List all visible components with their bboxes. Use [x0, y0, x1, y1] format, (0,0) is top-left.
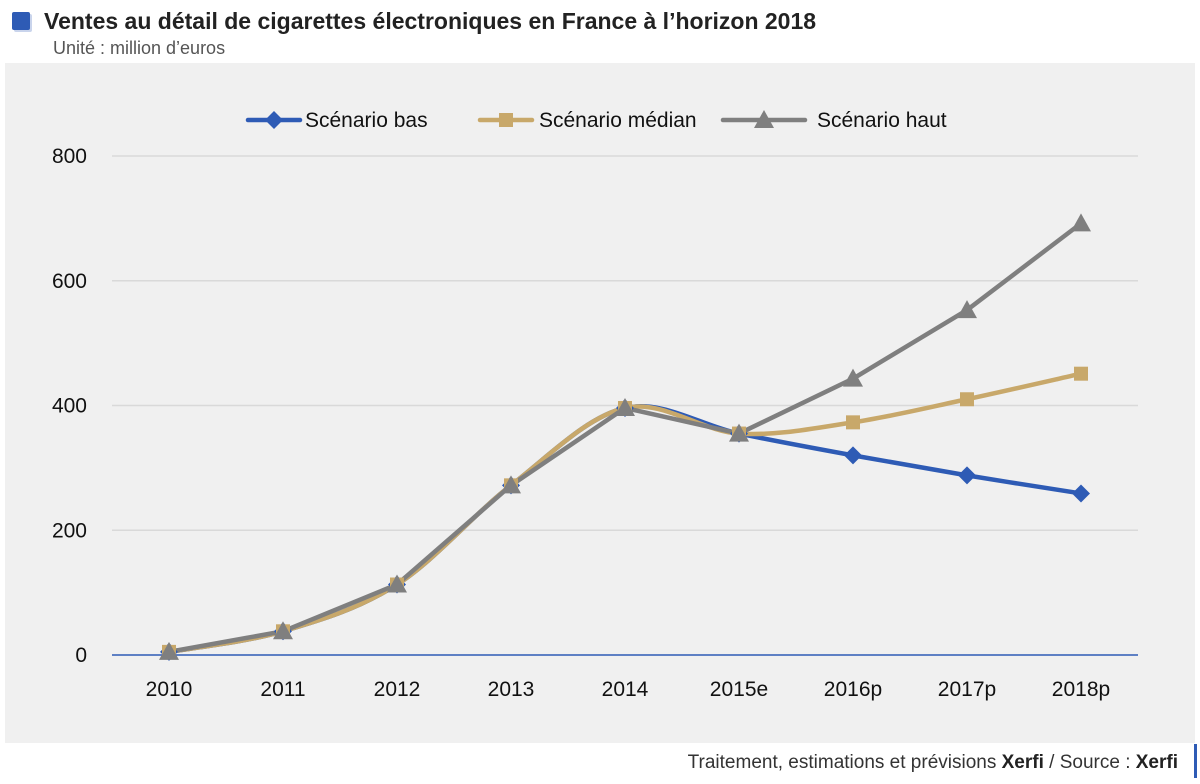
data-point-bas-2017p: [958, 466, 976, 485]
y-tick-label-800: 800: [52, 145, 87, 168]
data-point-haut-2016p: [843, 368, 863, 387]
x-tick-label-2013: 2013: [488, 678, 535, 701]
source-accent-bar: [1194, 744, 1197, 778]
legend-label-median: Scénario médian: [539, 109, 697, 132]
source-brand-1: Xerfi: [1001, 752, 1044, 773]
legend-marker-bas: [265, 111, 283, 129]
legend-label-haut: Scénario haut: [817, 109, 947, 132]
data-point-haut-2011: [273, 621, 293, 640]
x-tick-label-2015e: 2015e: [710, 678, 768, 701]
data-point-haut-2012: [387, 574, 407, 593]
series-line-bas: [166, 404, 1084, 655]
x-tick-label-2016p: 2016p: [824, 678, 882, 701]
source-note: Traitement, estimations et prévisions Xe…: [688, 752, 1178, 774]
x-tick-label-2011: 2011: [260, 678, 305, 701]
chart-subtitle: Unité : million d’euros: [53, 38, 226, 58]
x-tick-label-2018p: 2018p: [1052, 678, 1110, 701]
x-tick-label-2010: 2010: [146, 678, 193, 701]
series-line-haut: [166, 221, 1084, 655]
data-point-haut-2015e: [729, 423, 749, 442]
chart-title: Ventes au détail de cigarettes électroni…: [44, 7, 817, 34]
data-point-haut-2018p: [1071, 213, 1091, 232]
y-tick-label-200: 200: [52, 519, 87, 542]
data-point-haut-2013: [501, 475, 521, 494]
source-brand-2: Xerfi: [1135, 752, 1178, 773]
title-bullet-icon: [12, 12, 30, 30]
data-point-bas-2016p: [844, 446, 862, 465]
title-row: Ventes au détail de cigarettes électroni…: [12, 6, 816, 36]
data-point-bas-2018p: [1072, 484, 1090, 503]
y-tick-label-600: 600: [52, 270, 87, 293]
data-point-haut-2014: [615, 397, 635, 416]
chart-panel: 0 200 400 600 800 2010 2011 2012 2013 2014 2015e 20…: [5, 63, 1195, 743]
legend-label-bas: Scénario bas: [305, 109, 428, 132]
y-tick-label-400: 400: [52, 395, 87, 418]
data-point-median-2018p: [1074, 366, 1088, 381]
source-middle: / Source :: [1043, 752, 1136, 773]
x-tick-label-2017p: 2017p: [938, 678, 996, 701]
data-point-median-2016p: [846, 415, 860, 430]
y-tick-label-0: 0: [75, 644, 87, 667]
data-point-haut-2010: [159, 641, 179, 660]
source-prefix: Traitement, estimations et prévisions: [687, 752, 1002, 773]
x-tick-label-2014: 2014: [602, 678, 649, 701]
line-chart: 0 200 400 600 800 2010 2011 2012 2013 2014 2015e 20…: [52, 109, 1138, 701]
x-tick-label-2012: 2012: [374, 678, 421, 701]
data-point-haut-2017p: [957, 300, 977, 319]
legend-marker-haut: [754, 110, 774, 128]
legend-marker-median: [499, 113, 513, 127]
data-point-median-2017p: [960, 392, 974, 407]
